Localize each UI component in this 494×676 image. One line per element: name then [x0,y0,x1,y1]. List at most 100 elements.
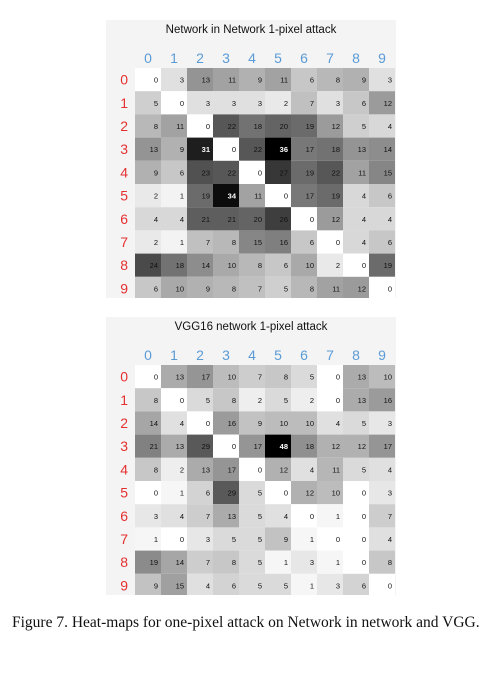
cell-value-label: 0 [362,535,366,544]
heatmap-cell [317,160,343,184]
heatmap-cell [161,457,187,481]
cell-value-label: 1 [310,581,314,590]
heatmap-cell [213,137,239,161]
cell-value-label: 5 [310,373,314,382]
heatmap-cell [187,184,213,208]
heatmap-cell [369,114,395,138]
heatmap-cell [135,114,161,138]
cell-value-label: 3 [310,558,314,567]
row-label: 1 [120,95,128,111]
heatmap-cell [343,253,369,277]
heatmap-cell [343,457,369,481]
cell-value-label: 13 [202,76,210,85]
heatmap-cell [239,388,265,412]
heatmap-cell [161,504,187,528]
heatmap-cell [343,527,369,551]
heatmap-cell [369,527,395,551]
column-header: 6 [300,347,308,363]
cell-value-label: 2 [258,396,262,405]
cell-value-label: 12 [358,284,366,293]
cell-value-label: 13 [228,512,236,521]
heatmap-cell [213,527,239,551]
cell-value-label: 0 [206,122,210,131]
heatmap-cell [265,550,291,574]
heatmap-cell [239,550,265,574]
heatmap-cell [213,365,239,389]
cell-value-label: 9 [154,168,158,177]
cell-value-label: 0 [154,489,158,498]
heatmap-cell [265,388,291,412]
heatmap-cell [187,573,213,595]
cell-value-label: 0 [258,168,262,177]
heatmap-cell [135,160,161,184]
heatmap-cell [135,550,161,574]
heatmap-cell [265,365,291,389]
heatmap-cell [187,68,213,92]
cell-value-label: 10 [384,373,392,382]
heatmap-cell [213,388,239,412]
cell-value-label: 0 [336,238,340,247]
cell-value-label: 17 [384,442,392,451]
heatmap-cell [265,160,291,184]
cell-value-label: 12 [384,99,392,108]
heatmap-cell [317,114,343,138]
heatmap-cell [161,230,187,254]
cell-value-label: 2 [180,465,184,474]
cell-value-label: 36 [280,145,288,154]
column-header: 6 [300,50,308,66]
cell-value-label: 13 [358,145,366,154]
cell-value-label: 5 [284,396,288,405]
row-label: 6 [120,211,128,227]
cell-value-label: 0 [180,396,184,405]
heatmap-cell [239,434,265,458]
cell-value-label: 8 [310,284,314,293]
cell-value-label: 0 [310,215,314,224]
cell-value-label: 16 [280,238,288,247]
cell-value-label: 5 [232,535,236,544]
cell-value-label: 0 [362,261,366,270]
cell-value-label: 6 [206,489,210,498]
cell-value-label: 12 [280,465,288,474]
cell-value-label: 17 [254,442,262,451]
heatmap-cell [265,481,291,505]
cell-value-label: 0 [388,581,392,590]
column-header: 7 [326,347,334,363]
row-label: 5 [120,188,128,204]
cell-value-label: 4 [362,215,366,224]
cell-value-label: 11 [332,284,340,293]
row-label: 8 [120,257,128,273]
cell-value-label: 0 [362,489,366,498]
row-label: 3 [120,438,128,454]
heatmap-cell [265,434,291,458]
cell-value-label: 13 [358,373,366,382]
row-label: 4 [120,164,128,180]
heatmap-cell [369,137,395,161]
heatmap-cell [239,68,265,92]
cell-value-label: 5 [284,284,288,293]
cell-value-label: 15 [254,238,262,247]
heatmap-cell [343,481,369,505]
heatmap-cell [265,527,291,551]
cell-value-label: 34 [228,192,237,201]
heatmap-cell [161,527,187,551]
heatmap-cell [291,230,317,254]
heatmap-cell [343,91,369,115]
cell-value-label: 4 [336,419,340,428]
cell-value-label: 11 [332,465,340,474]
cell-value-label: 29 [228,489,236,498]
heatmap-cell [213,160,239,184]
heatmap-cell [291,365,317,389]
cell-value-label: 10 [280,419,288,428]
cell-value-label: 8 [154,396,158,405]
heatmap-cell [239,230,265,254]
row-label: 6 [120,508,128,524]
heatmap-cell [135,457,161,481]
heatmap-cell [239,276,265,298]
heatmap-cell [369,457,395,481]
cell-value-label: 13 [176,442,184,451]
cell-value-label: 18 [176,261,184,270]
cell-value-label: 3 [388,489,392,498]
cell-value-label: 12 [306,489,314,498]
